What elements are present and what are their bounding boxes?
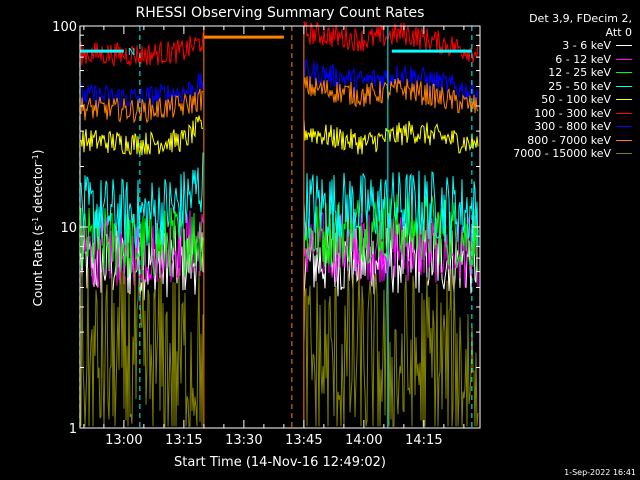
- legend: Det 3,9, FDecim 2, Att 0 3 - 6 keV 6 - 12…: [484, 12, 632, 161]
- y-label-part: ): [31, 150, 45, 155]
- series-line-3: [80, 152, 479, 248]
- y-label-part: Count Rate (s: [31, 225, 45, 307]
- legend-entry: 6 - 12 keV: [484, 53, 632, 67]
- series-line-7: [80, 76, 479, 124]
- legend-entry: 25 - 50 keV: [484, 80, 632, 94]
- legend-entry: 800 - 7000 keV: [484, 134, 632, 148]
- x-tick-label-1: 13:15: [165, 433, 202, 448]
- legend-entry-label: 3 - 6 keV: [562, 39, 611, 52]
- legend-swatch: [616, 58, 632, 60]
- axes-layer: 13:00 13:15 13:30 13:45 14:00 14:15 1 10 100: [52, 20, 480, 448]
- legend-entry: 50 - 100 keV: [484, 93, 632, 107]
- series-layer: [80, 21, 479, 427]
- x-tick-label-0: 13:00: [105, 433, 142, 448]
- series-line-6: [80, 58, 479, 110]
- legend-entry-label: 800 - 7000 keV: [527, 133, 611, 147]
- y-tick-label-0: 1: [69, 422, 77, 437]
- x-tick-label-3: 13:45: [285, 433, 322, 448]
- y-tick-label-2: 100: [52, 20, 77, 35]
- legend-entry-label: 300 - 800 keV: [534, 120, 611, 133]
- legend-entry: 12 - 25 keV: [484, 66, 632, 80]
- legend-entry-label: 12 - 25 keV: [548, 66, 611, 79]
- x-tick-label-4: 14:00: [345, 433, 382, 448]
- y-label-part: detector: [31, 162, 45, 217]
- flag-bar-label-0: N: [128, 47, 135, 58]
- legend-swatch: [616, 112, 632, 114]
- legend-swatch: [616, 85, 632, 87]
- legend-entry: 3 - 6 keV: [484, 39, 632, 53]
- legend-swatch: [616, 45, 632, 47]
- series-line-4: [80, 115, 479, 156]
- legend-entry-label: 100 - 300 keV: [534, 106, 611, 120]
- legend-entry-label: 7000 - 15000 keV: [513, 147, 611, 160]
- x-tick-label-5: 14:15: [405, 433, 442, 448]
- timestamp: 1-Sep-2022 16:41: [564, 468, 636, 477]
- x-axis-label: Start Time (14-Nov-16 12:49:02): [174, 455, 386, 470]
- legend-header-line: Det 3,9, FDecim 2,: [529, 12, 632, 25]
- series-line-8: [80, 267, 479, 427]
- legend-swatch: [616, 99, 632, 101]
- legend-entry: 100 - 300 keV: [484, 107, 632, 121]
- legend-entry-label: 50 - 100 keV: [541, 93, 611, 106]
- legend-entry-label: 6 - 12 keV: [555, 52, 611, 66]
- legend-entry: 7000 - 15000 keV: [484, 147, 632, 161]
- legend-entry: 300 - 800 keV: [484, 120, 632, 134]
- y-label-sup: -1: [31, 217, 40, 225]
- legend-entry-label: 25 - 50 keV: [548, 79, 611, 93]
- chart-title: RHESSI Observing Summary Count Rates: [136, 5, 425, 21]
- legend-swatch: [616, 139, 632, 141]
- legend-swatch: [616, 72, 632, 74]
- series-line-5: [80, 21, 479, 67]
- legend-rows: 3 - 6 keV 6 - 12 keV 12 - 25 keV 25 - 50 ke…: [484, 39, 632, 161]
- legend-swatch: [616, 153, 632, 155]
- legend-header-line: Att 0: [605, 25, 632, 39]
- y-label-sup: -1: [31, 154, 40, 162]
- y-tick-label-1: 10: [60, 221, 77, 236]
- legend-swatch: [616, 126, 632, 128]
- x-tick-label-2: 13:30: [225, 433, 262, 448]
- y-axis-label: Count Rate (s-1 detector-1): [31, 150, 46, 307]
